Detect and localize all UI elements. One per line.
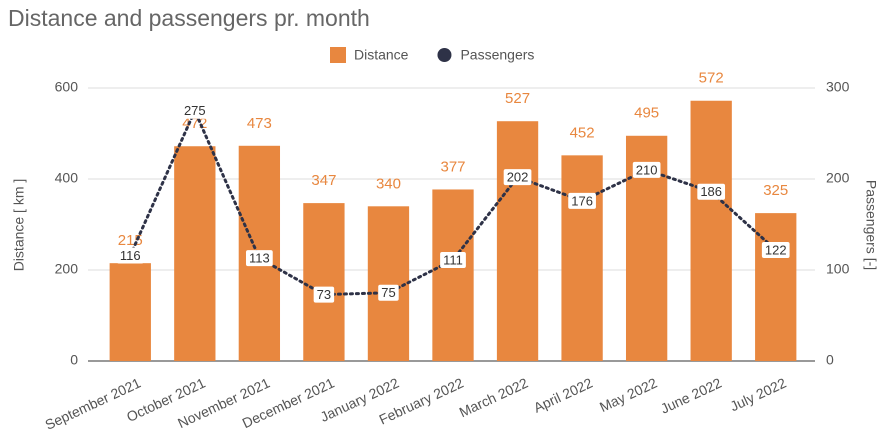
- point-value-label: 186: [700, 184, 722, 199]
- bar: [690, 100, 732, 362]
- point-value-label: 122: [765, 242, 787, 257]
- point-label-box: [632, 161, 661, 178]
- bar: [367, 206, 410, 361]
- point-label-box: [378, 284, 399, 301]
- x-tick-label: May 2022: [597, 374, 660, 415]
- bar: [432, 189, 474, 361]
- x-tick-label: June 2022: [658, 374, 724, 416]
- y2-tick-label: 300: [826, 79, 850, 95]
- y2-tick-label: 200: [826, 170, 850, 186]
- point-label-box: [761, 241, 790, 258]
- point-label: 210: [632, 161, 661, 178]
- point-label-box: [440, 251, 466, 268]
- point-value-label: 176: [571, 193, 593, 208]
- bar-value-label: 347: [311, 172, 336, 189]
- bar-value-label: 325: [763, 182, 788, 199]
- x-tick-label: March 2022: [457, 374, 531, 420]
- y-tick-label: 400: [55, 170, 79, 186]
- point-label: 113: [245, 250, 273, 267]
- point-value-label: 116: [120, 248, 141, 263]
- y2-axis-title: Passengers [-]: [863, 180, 879, 270]
- point-label: 186: [697, 183, 726, 200]
- bar: [496, 121, 539, 361]
- bar-value-label: 527: [505, 90, 530, 107]
- y2-tick-label: 100: [826, 261, 850, 277]
- point-value-label: 210: [636, 162, 658, 177]
- y-tick-label: 600: [55, 79, 79, 95]
- point-label: 111: [440, 251, 466, 268]
- point-label: 202: [503, 169, 532, 186]
- point-label: 73: [313, 286, 335, 303]
- point-label-box: [697, 183, 726, 200]
- bar-value-label: 495: [634, 105, 659, 122]
- point-value-label: 202: [507, 170, 529, 185]
- legend-label: Passengers: [460, 47, 534, 63]
- x-tick-label: July 2022: [727, 374, 788, 414]
- legend-swatch: [330, 47, 346, 63]
- y2-tick-label: 0: [826, 352, 834, 368]
- point-label-box: [245, 250, 273, 267]
- legend-item: Distance: [330, 47, 409, 63]
- legend-swatch: [437, 48, 452, 62]
- point-value-label: 111: [443, 252, 463, 267]
- point-label-box: [180, 102, 209, 119]
- legend-item: Passengers: [437, 47, 534, 63]
- point-label-box: [503, 169, 532, 186]
- y-tick-label: 0: [70, 352, 78, 368]
- bar-value-label: 572: [699, 70, 724, 87]
- point-value-label: 113: [249, 251, 270, 266]
- bar: [755, 213, 797, 361]
- bar: [561, 155, 603, 361]
- point-label-box: [313, 286, 335, 303]
- x-tick-label: September 2021: [43, 374, 144, 432]
- legend-label: Distance: [354, 47, 409, 63]
- point-label-box: [568, 192, 596, 209]
- point-label-box: [116, 247, 144, 264]
- bar: [303, 203, 345, 361]
- x-tick-label: April 2022: [531, 374, 595, 415]
- y-axis-title: Distance [ km ]: [11, 179, 27, 272]
- bar-value-label: 377: [440, 158, 465, 175]
- chart-title: Distance and passengers pr. month: [8, 5, 370, 31]
- point-value-label: 275: [184, 103, 206, 118]
- point-label: 116: [116, 247, 144, 264]
- bar: [109, 263, 151, 361]
- bar-value-label: 452: [570, 124, 595, 141]
- point-label: 176: [568, 192, 596, 209]
- bar-value-label: 215: [118, 232, 143, 249]
- bar-value-label: 340: [376, 175, 401, 192]
- bar-value-label: 473: [247, 115, 272, 132]
- bar: [174, 146, 216, 361]
- y-tick-label: 200: [55, 261, 79, 277]
- point-value-label: 75: [381, 285, 395, 300]
- point-label: 122: [761, 241, 790, 258]
- point-label: 75: [378, 284, 399, 301]
- point-value-label: 73: [317, 287, 331, 302]
- point-label: 275: [180, 102, 209, 119]
